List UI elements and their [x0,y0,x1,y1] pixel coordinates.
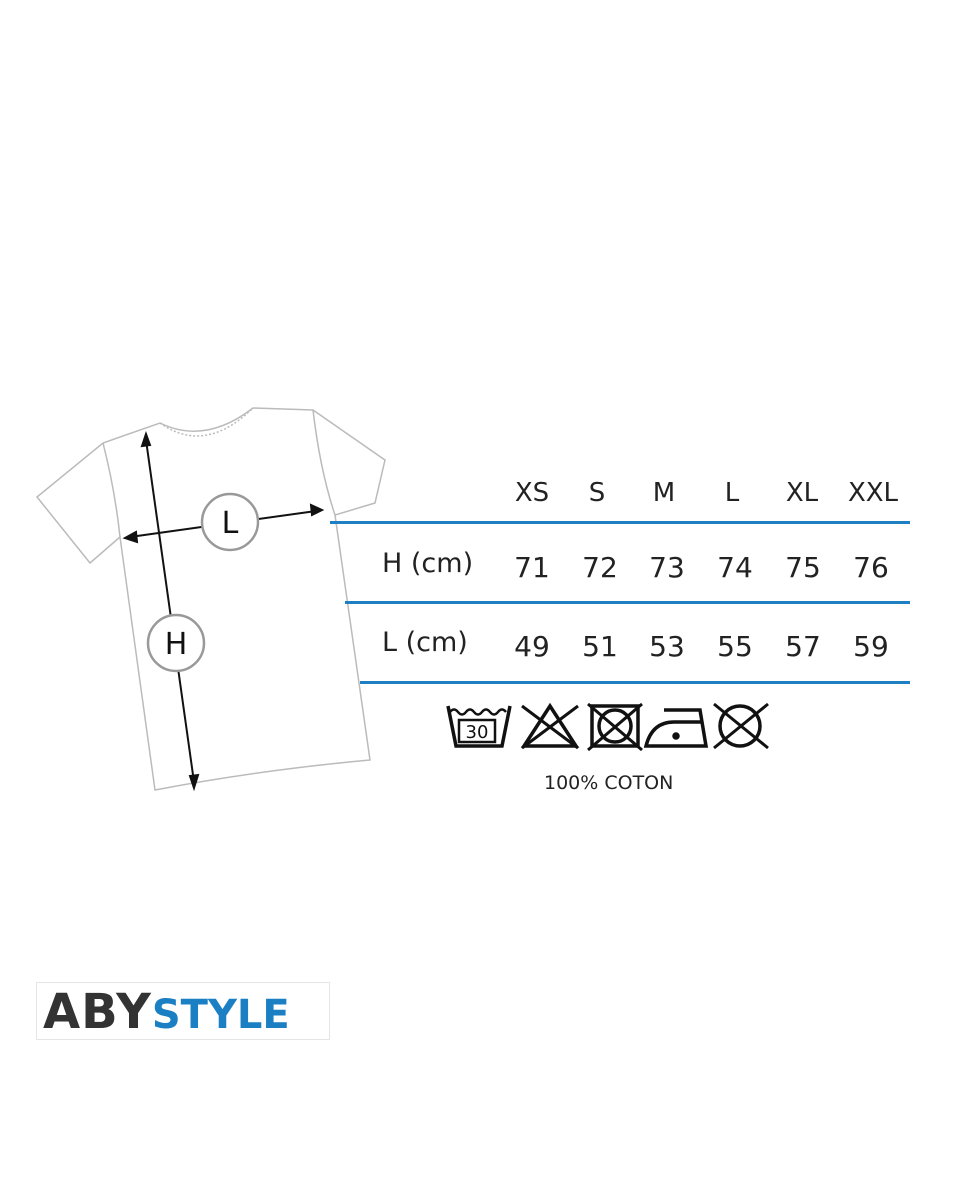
no-bleach-icon [520,702,580,750]
table-divider [330,521,910,524]
height-arrow [145,439,195,783]
size-header: XL [785,478,819,508]
height-marker-circle [146,613,206,673]
size-header: M [652,478,676,508]
tshirt-diagram: L H [35,407,386,792]
svg-text:30: 30 [466,722,489,743]
table-cell: 57 [785,630,821,663]
table-cell: 76 [853,551,889,584]
table-divider [360,681,910,684]
logo-part1: ABY [43,984,152,1040]
table-cell: 72 [582,551,618,584]
table-cell: 51 [582,630,618,663]
table-cell: 55 [717,630,753,663]
logo-part2: STYLE [151,992,290,1038]
no-tumble-dry-icon [587,702,643,752]
tshirt-outline [35,407,386,791]
height-marker-label: H [165,627,188,662]
width-marker-circle [200,492,260,552]
row-label-width: L (cm) [382,627,468,658]
size-header: XXL [847,478,899,508]
size-header: XS [514,478,550,508]
row-label-height: H (cm) [382,548,474,579]
table-divider [345,601,910,604]
wash-30-icon: 30 [446,705,512,748]
table-cell: 73 [649,551,685,584]
fabric-composition: 100% COTON [544,772,674,794]
table-cell: 71 [514,551,550,584]
table-cell: 59 [853,630,889,663]
abystyle-logo: ABYSTYLE [36,982,330,1040]
table-cell: 75 [785,551,821,584]
size-header: L [724,478,740,508]
table-cell: 53 [649,630,685,663]
no-dry-clean-icon [713,702,769,750]
table-cell: 74 [717,551,753,584]
width-marker-label: L [222,506,239,541]
iron-low-icon [643,708,709,748]
table-cell: 49 [514,630,550,663]
care-symbols: 30 [446,702,769,752]
size-header: S [588,478,606,508]
